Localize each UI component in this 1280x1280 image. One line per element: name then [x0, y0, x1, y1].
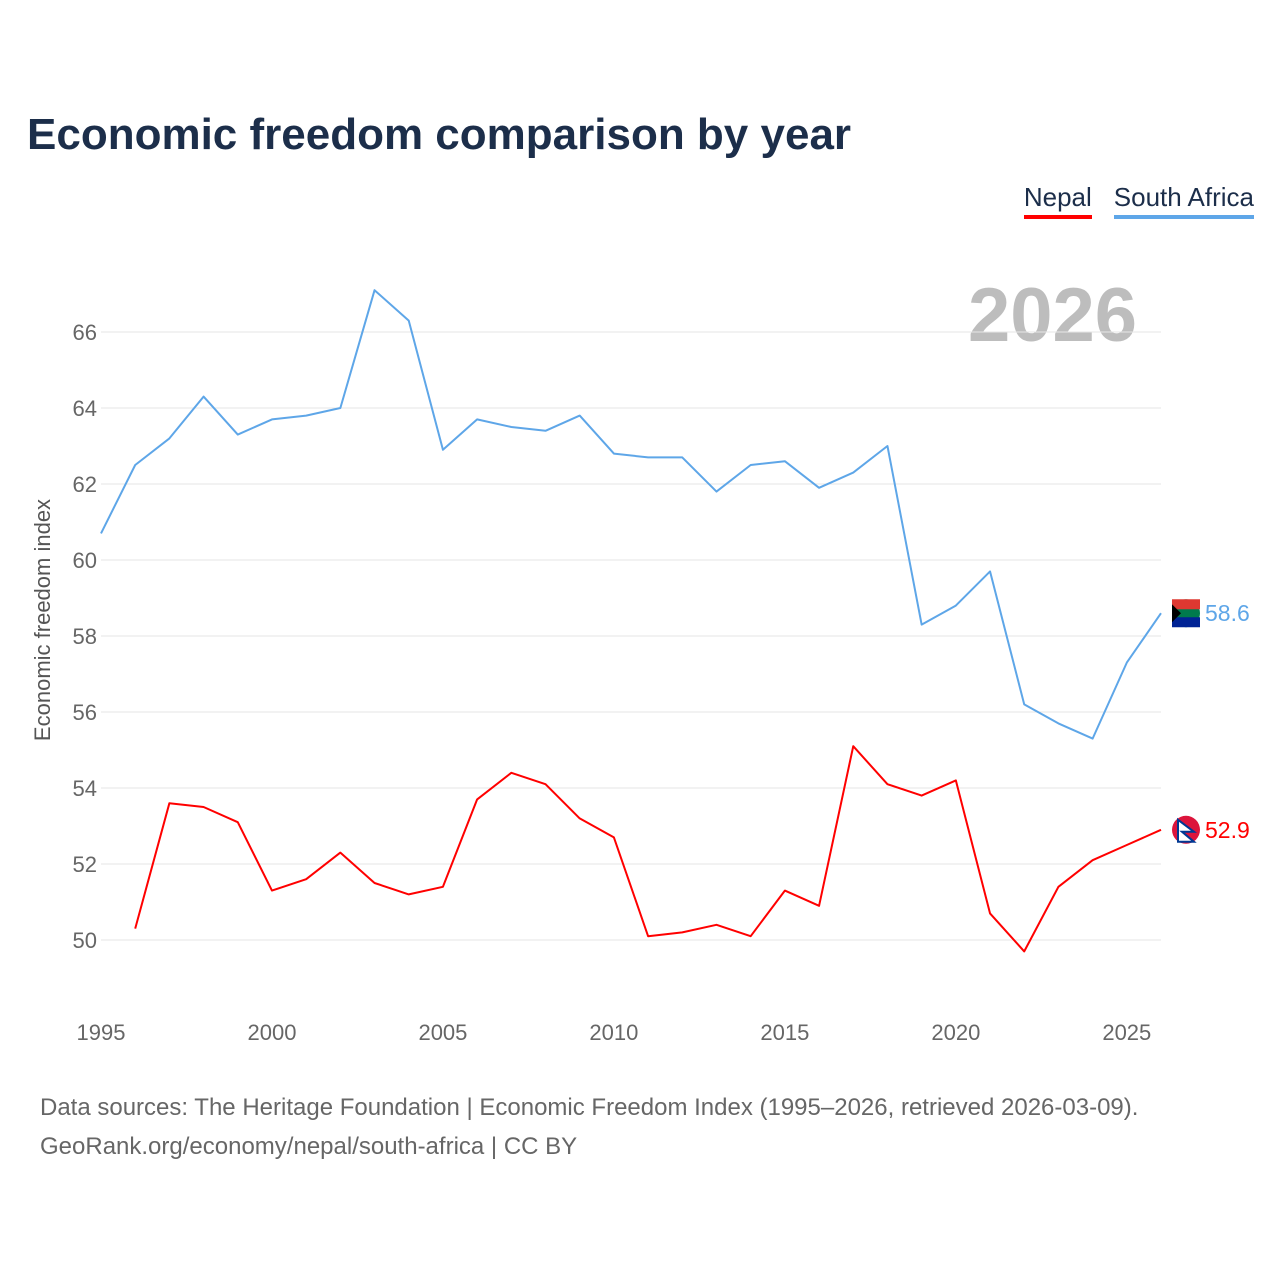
- x-tick-label: 2010: [589, 1020, 638, 1045]
- flag-shape: [1177, 817, 1197, 843]
- source-line-2[interactable]: GeoRank.org/economy/nepal/south-africa |…: [40, 1133, 578, 1160]
- y-tick-label: 56: [73, 700, 97, 725]
- flag-shape: [1172, 617, 1200, 628]
- x-tick-label: 2000: [247, 1020, 296, 1045]
- legend: Nepal South Africa: [1023, 182, 1254, 219]
- y-tick-label: 64: [73, 396, 97, 421]
- y-tick-label: 62: [73, 472, 97, 497]
- y-tick-label: 54: [73, 776, 97, 801]
- flag-shape: [1172, 599, 1200, 610]
- chart-title: Economic freedom comparison by year: [27, 110, 852, 159]
- year-label: 2026: [968, 273, 1138, 358]
- x-tick-label: 1995: [77, 1020, 126, 1045]
- legend-item-nepal[interactable]: Nepal: [1023, 182, 1092, 219]
- flag-shape: [1172, 604, 1181, 623]
- y-tick-label: 66: [73, 320, 97, 345]
- y-tick-label: 60: [73, 548, 97, 573]
- x-tick-label: 2025: [1102, 1020, 1151, 1045]
- legend-item-south-africa[interactable]: South Africa: [1113, 182, 1254, 219]
- end-value-label-nepal: 52.9: [1205, 817, 1250, 843]
- x-tick-label: 2020: [931, 1020, 980, 1045]
- y-tick-label: 52: [73, 852, 97, 877]
- source-note: Data sources: The Heritage Foundation | …: [40, 1088, 1138, 1166]
- source-line-1: Data sources: The Heritage Foundation | …: [40, 1094, 1139, 1121]
- series-line-south-africa: [100, 289, 1162, 740]
- y-tick-label: 58: [73, 624, 97, 649]
- x-tick-label: 2015: [760, 1020, 809, 1045]
- x-tick-label: 2005: [418, 1020, 467, 1045]
- end-value-label-south-africa: 58.6: [1205, 600, 1250, 626]
- series-line-nepal: [134, 745, 1162, 953]
- y-tick-label: 50: [73, 928, 97, 953]
